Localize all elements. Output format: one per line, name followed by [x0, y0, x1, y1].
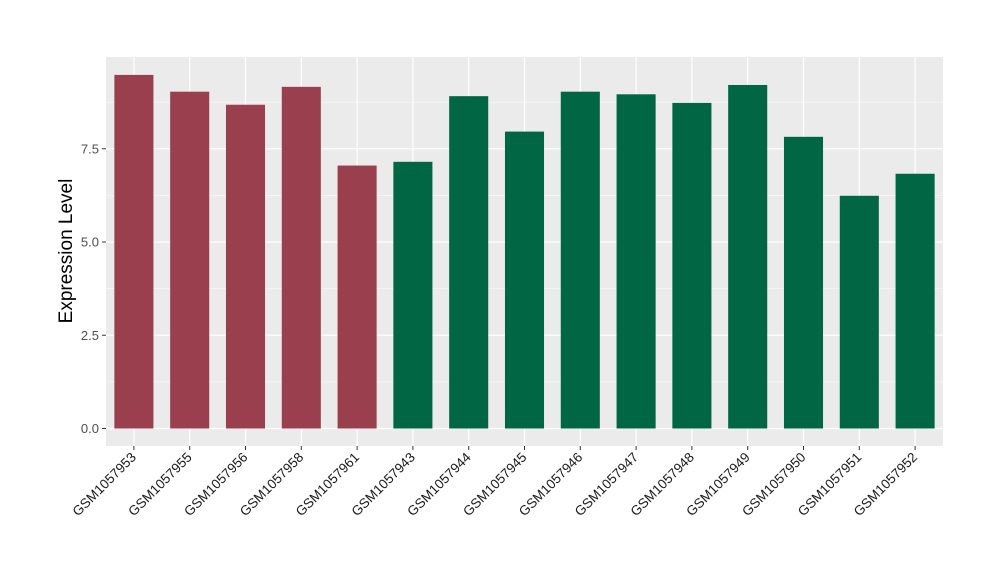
bar-GSM1057956	[225, 104, 266, 429]
y-tick-label: 5.0	[81, 235, 99, 250]
bar-GSM1057958	[281, 86, 321, 429]
bar-GSM1057950	[783, 136, 824, 429]
bars	[114, 74, 935, 429]
bar-GSM1057948	[672, 102, 712, 429]
y-tick-label: 7.5	[81, 141, 99, 156]
bar-GSM1057945	[504, 131, 545, 429]
y-tick-label: 0.0	[81, 421, 99, 436]
bar-GSM1057947	[616, 94, 656, 429]
bar-GSM1057946	[560, 91, 600, 429]
bar-GSM1057952	[895, 173, 935, 429]
bar-GSM1057943	[393, 161, 433, 429]
bar-GSM1057951	[839, 195, 879, 429]
y-tick-label: 2.5	[81, 328, 99, 343]
y-axis: 0.0 2.5 5.0 7.5	[81, 141, 106, 436]
bar-GSM1057944	[449, 96, 489, 429]
bar-GSM1057955	[170, 91, 210, 429]
y-axis-title: Expression Level	[56, 179, 77, 324]
bar-GSM1057949	[728, 84, 768, 429]
x-axis: GSM1057953GSM1057955GSM1057956GSM1057958…	[70, 446, 920, 519]
bar-GSM1057953	[114, 74, 154, 429]
bar-GSM1057961	[337, 165, 377, 429]
